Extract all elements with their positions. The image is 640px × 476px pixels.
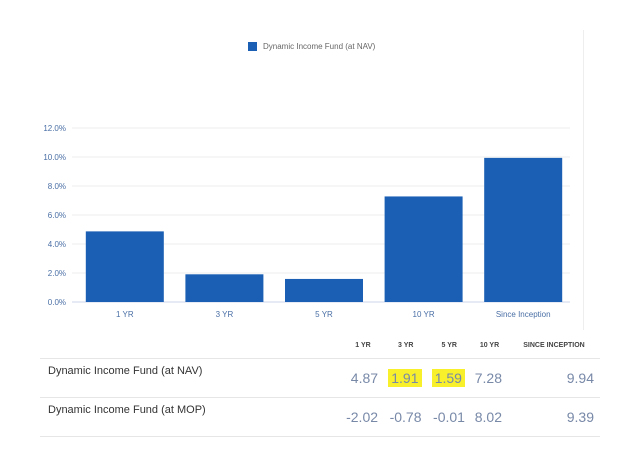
y-tick-label: 6.0% — [48, 211, 66, 220]
cell-value: 9.39 — [566, 409, 594, 425]
table-cell: 9.39 — [508, 397, 600, 437]
y-tick-label: 2.0% — [48, 269, 66, 278]
cell-value: -0.01 — [433, 409, 465, 425]
legend-swatch — [248, 42, 257, 51]
cell-value: 7.28 — [474, 370, 502, 386]
table-cell: 9.94 — [508, 358, 600, 398]
chart-legend[interactable]: Dynamic Income Fund (at NAV) — [248, 42, 375, 51]
table-cell: 1.59 — [427, 358, 471, 398]
table-cell: 1.91 — [384, 358, 428, 398]
header-since-inception: SINCE INCEPTION — [523, 341, 585, 349]
bar — [484, 157, 563, 302]
table-cell: 4.87 — [342, 358, 385, 398]
cell-value: 1.91 — [388, 369, 422, 387]
bar — [85, 231, 164, 302]
bar-chart: 0.0% 2.0% 4.0% 6.0% 8.0% 10.0% 12.0% 1 YR 3 YR 5 … — [43, 124, 570, 319]
x-tick-label: 1 YR — [116, 310, 134, 319]
cell-value: 1.59 — [431, 369, 465, 387]
table-cell: -0.01 — [427, 397, 471, 437]
header-10yr: 10 YR — [479, 341, 500, 349]
bar — [384, 196, 463, 302]
cell-value: 4.87 — [350, 370, 379, 386]
table-row: Dynamic Income Fund (at MOP) -2.02 -0.78 -0… — [40, 397, 600, 437]
y-tick-label: 12.0% — [43, 124, 66, 133]
header-blank — [40, 332, 342, 359]
table-cell: 7.28 — [470, 358, 508, 398]
y-tick-label: 10.0% — [43, 153, 66, 162]
x-tick-label: Since Inception — [496, 310, 551, 319]
table-cell: 8.02 — [470, 397, 508, 437]
fund-name: Dynamic Income Fund (at NAV) — [40, 358, 342, 398]
divider — [583, 30, 584, 330]
x-tick-label: 3 YR — [216, 310, 234, 319]
cell-value: 8.02 — [474, 409, 502, 425]
fund-name: Dynamic Income Fund (at MOP) — [40, 397, 342, 437]
cell-value: -0.78 — [389, 409, 422, 425]
header-3yr: 3 YR — [398, 341, 414, 349]
header-1yr: 1 YR — [355, 341, 371, 349]
cell-value: -2.02 — [346, 409, 379, 425]
bar — [185, 274, 264, 302]
performance-table: 1 YR 3 YR 5 YR 10 YR SINCE INCEPTION Dyn… — [40, 332, 600, 437]
legend-label: Dynamic Income Fund (at NAV) — [263, 42, 376, 51]
y-tick-label: 0.0% — [48, 298, 66, 307]
cell-value: 9.94 — [566, 370, 594, 386]
table-cell: -0.78 — [384, 397, 428, 437]
bar — [285, 278, 363, 302]
y-tick-label: 8.0% — [48, 182, 66, 191]
x-tick-label: 10 YR — [413, 310, 435, 319]
table-row: Dynamic Income Fund (at NAV) 4.87 1.91 1.59… — [40, 358, 600, 398]
header-5yr: 5 YR — [441, 341, 457, 349]
table-cell: -2.02 — [342, 397, 385, 437]
x-tick-label: 5 YR — [315, 310, 333, 319]
y-tick-label: 4.0% — [48, 240, 66, 249]
